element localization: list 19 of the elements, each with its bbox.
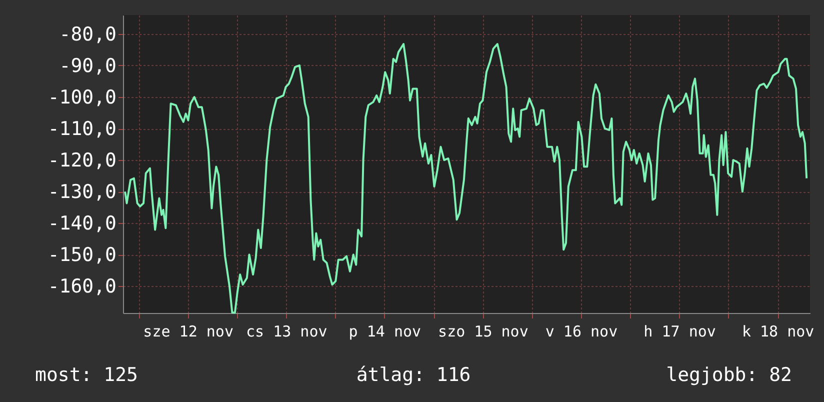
y-tick-label: -160,0 xyxy=(48,276,116,298)
x-tick-label: p 14 nov xyxy=(348,322,422,340)
y-tick-label: -110,0 xyxy=(48,118,116,140)
text: legjobb: 82 xyxy=(666,364,792,386)
x-tick-label: sze 12 nov xyxy=(143,322,234,340)
x-tick-label: v 16 nov xyxy=(545,322,618,340)
y-tick-label: -130,0 xyxy=(48,181,116,204)
y-tick-label: -150,0 xyxy=(48,244,116,266)
text: most: 125 xyxy=(35,364,138,386)
y-tick-label: -100,0 xyxy=(48,86,116,108)
y-tick-label: -80,0 xyxy=(59,23,116,46)
y-tick-label: -140,0 xyxy=(48,212,116,235)
x-tick-label: cs 13 nov xyxy=(246,322,328,340)
y-tick-label: -90,0 xyxy=(59,54,116,77)
y-tick-label: -120,0 xyxy=(48,150,116,172)
text: átlag: 116 xyxy=(356,364,471,386)
x-tick-label: szo 15 nov xyxy=(438,322,528,340)
x-tick-label: k 18 nov xyxy=(742,322,814,340)
x-tick-label: h 17 nov xyxy=(644,322,716,340)
